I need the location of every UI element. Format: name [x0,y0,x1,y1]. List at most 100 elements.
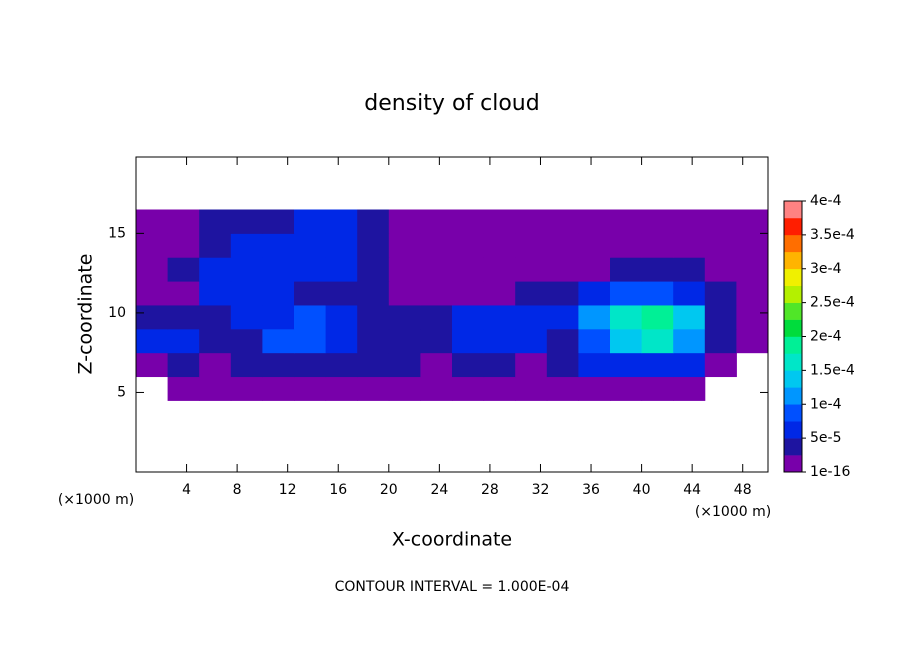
contour-cell [294,328,327,354]
contour-cell [167,376,200,401]
contour-cell [578,257,611,282]
colorbar-band [784,353,802,371]
colorbar-band [784,455,802,473]
contour-cell [704,328,737,354]
contour-cell [167,352,200,378]
contour-cell [325,281,358,306]
contour-cell [736,209,769,234]
contour-cell [483,281,516,306]
x-tick-label: 28 [481,482,499,498]
contour-cell [357,257,390,282]
contour-cell [262,281,295,306]
x-tick-label: 12 [279,482,297,498]
contour-cell [641,376,674,401]
contour-cell [230,281,263,306]
contour-cell [388,328,421,354]
contour-cell [673,304,706,330]
contour-cell [578,281,611,306]
contour-cell [136,304,169,330]
contour-cell [736,328,769,354]
x-tick-label: 48 [734,482,752,498]
x-tick-label: 36 [582,482,600,498]
colorbar-band [784,336,802,354]
contour-cell [325,376,358,401]
contour-cell [641,257,674,282]
colorbar-band [784,251,802,270]
colorbar-tick-label: 5e-5 [810,430,841,446]
contour-cell [452,376,485,401]
contour-cell [420,304,453,330]
contour-cell [452,209,485,234]
contour-cell [641,233,674,258]
contour-cell [262,376,295,401]
contour-cell [452,328,485,354]
contour-cell [641,304,674,330]
contour-cell [610,376,643,401]
y-tick-label: 10 [108,305,126,321]
x-tick-label: 44 [683,482,701,498]
contour-cell [641,352,674,378]
contour-cell [388,281,421,306]
contour-cell [546,257,579,282]
colorbar-band [784,201,802,219]
x-axis-label: X-coordinate [392,529,512,551]
contour-cell [388,257,421,282]
contour-cell [262,304,295,330]
contour-cell [388,376,421,401]
x-tick-label: 8 [233,482,242,498]
contour-cell [452,281,485,306]
contour-cell [578,233,611,258]
contour-cell [610,352,643,378]
contour-cell [199,376,232,401]
contour-cell [483,376,516,401]
contour-cell [136,209,169,234]
contour-cell [357,233,390,258]
x-tick-label: 40 [633,482,651,498]
contour-cell [167,257,200,282]
contour-cell [704,352,737,378]
contour-cell [420,281,453,306]
contour-cell [736,257,769,282]
contour-cell [610,233,643,258]
contour-cell [578,209,611,234]
x-tick-label: 20 [380,482,398,498]
colorbar-band [784,370,802,388]
contour-cell [325,209,358,234]
contour-cell [262,352,295,378]
colorbar-band [784,268,802,286]
contour-cell [546,352,579,378]
contour-cell [294,257,327,282]
contour-cell [262,233,295,258]
contour-cell [610,281,643,306]
contour-cell [262,209,295,234]
colorbar-tick-label: 1.5e-4 [810,362,855,378]
contour-cell [262,328,295,354]
contour-cell [704,257,737,282]
contour-cell [515,304,548,330]
contour-cell [546,304,579,330]
y-unit-label: (×1000 m) [58,492,134,508]
chart-title: density of cloud [364,91,539,116]
contour-cell [515,352,548,378]
colorbar-band [784,387,802,405]
contour-cell [704,233,737,258]
contour-cell [641,281,674,306]
contour-cell [578,328,611,354]
contour-cell [167,281,200,306]
contour-cell [546,376,579,401]
contour-cell [483,304,516,330]
contour-cell [136,233,169,258]
contour-cell [167,209,200,234]
contour-cell [357,281,390,306]
contour-cell [452,257,485,282]
contour-cell [357,328,390,354]
contour-cell [483,352,516,378]
contour-cell [483,328,516,354]
contour-cell [452,352,485,378]
contour-cell [294,304,327,330]
contour-cell [673,328,706,354]
contour-cell [610,304,643,330]
contour-cell [199,328,232,354]
contour-cell [325,328,358,354]
colorbar-band [784,421,802,439]
